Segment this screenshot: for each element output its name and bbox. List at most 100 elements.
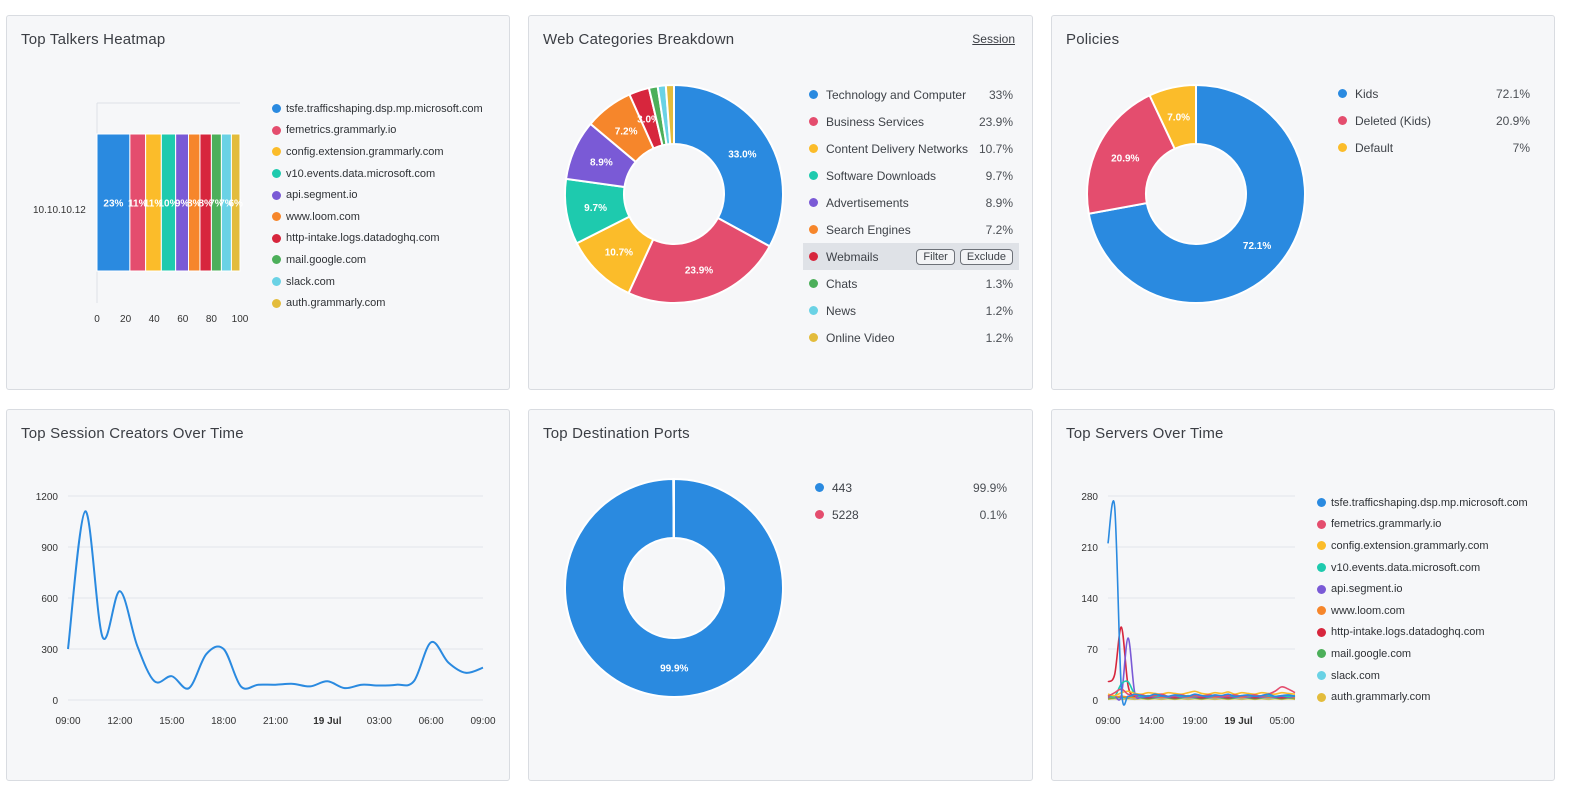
session-link[interactable]: Session	[972, 32, 1015, 46]
heatmap-category-label: 10.10.10.12	[33, 205, 86, 216]
legend-item-default[interactable]: Default 7%	[1332, 134, 1536, 161]
heatmap-segment-label: 6%	[228, 199, 243, 210]
policies-slice-label: 72.1%	[1243, 241, 1271, 252]
webcat-slice-technology-and-computer[interactable]	[673, 83, 784, 248]
server-series-config-extension-grammarly-com[interactable]	[1107, 690, 1296, 697]
legend-item-news[interactable]: News 1.2%	[803, 297, 1019, 324]
legend-item-config-extension-grammarly-com[interactable]: config.extension.grammarly.com	[1317, 535, 1549, 557]
legend-label: auth.grammarly.com	[1331, 691, 1431, 704]
legend-item-slack-com[interactable]: slack.com	[272, 271, 504, 293]
legend-item-technology-and-computer[interactable]: Technology and Computer 33%	[803, 81, 1019, 108]
legend-item-online-video[interactable]: Online Video 1.2%	[803, 324, 1019, 351]
legend-dot-icon	[1317, 649, 1326, 659]
server-series-http-intake-logs-datadoghq-com[interactable]	[1107, 626, 1296, 699]
legend-item-www-loom-com[interactable]: www.loom.com	[1317, 600, 1549, 622]
legend-dot-icon	[1317, 498, 1326, 508]
panel-title: Policies	[1066, 31, 1120, 48]
legend-dot-icon	[1317, 584, 1326, 594]
legend-dot-icon	[1338, 89, 1347, 98]
heatmap-segment-label: 11%	[144, 199, 164, 210]
x-tick-label: 40	[149, 314, 161, 325]
legend-dot-icon	[1317, 692, 1326, 702]
legend-item-software-downloads[interactable]: Software Downloads 9.7%	[803, 162, 1019, 189]
legend-percent: 99.9%	[972, 480, 1007, 495]
y-tick-label: 300	[41, 645, 58, 656]
webcat-slice-label: 10.7%	[605, 247, 633, 258]
exclude-button[interactable]: Exclude	[959, 248, 1013, 265]
top-session-creators-panel: Top Session Creators Over Time 0 300 600 90…	[6, 409, 510, 781]
y-tick-label: 140	[1081, 594, 1098, 605]
legend-item-http-intake-logs-datadoghq-com[interactable]: http-intake.logs.datadoghq.com	[272, 228, 504, 250]
legend-item-mail-google-com[interactable]: mail.google.com	[272, 249, 504, 271]
policies-slice-label: 7.0%	[1167, 112, 1190, 123]
legend-item-v10-events-data-microsoft-com[interactable]: v10.events.data.microsoft.com	[272, 163, 504, 185]
policies-slice-deleted-kids[interactable]	[1086, 94, 1177, 215]
policies-slice-kids[interactable]	[1087, 83, 1306, 304]
legend-item-slack-com[interactable]: slack.com	[1317, 665, 1549, 687]
legend-item-http-intake-logs-datadoghq-com[interactable]: http-intake.logs.datadoghq.com	[1317, 622, 1549, 644]
x-tick-label: 09:00	[470, 716, 495, 727]
legend-label: slack.com	[286, 275, 335, 288]
legend-item-auth-grammarly-com[interactable]: auth.grammarly.com	[1317, 686, 1549, 708]
legend-item-femetrics-grammarly-io[interactable]: femetrics.grammarly.io	[1317, 514, 1549, 536]
webcat-slice-label: 3.0%	[637, 115, 660, 126]
ports-slice-label: 99.9%	[660, 663, 688, 674]
legend-item-deleted-kids[interactable]: Deleted (Kids) 20.9%	[1332, 107, 1536, 134]
webcat-slice-label: 9.7%	[584, 203, 607, 214]
legend-item-kids[interactable]: Kids 72.1%	[1332, 80, 1536, 107]
legend-item-mail-google-com[interactable]: mail.google.com	[1317, 643, 1549, 665]
server-series-tsfe-trafficshaping-dsp-mp-microsoft-com[interactable]	[1107, 500, 1296, 706]
legend-item-api-segment-io[interactable]: api.segment.io	[1317, 578, 1549, 600]
legend-item-business-services[interactable]: Business Services 23.9%	[803, 108, 1019, 135]
legend-item-config-extension-grammarly-com[interactable]: config.extension.grammarly.com	[272, 141, 504, 163]
webcat-slice-online-video[interactable]	[664, 83, 675, 146]
legend-item-5228[interactable]: 5228 0.1%	[809, 501, 1013, 528]
web-categories-donut: 33.0% 23.9% 10.7% 9.7% 8.9% 7.2%3.0%	[564, 83, 784, 304]
heatmap-legend: tsfe.trafficshaping.dsp.mp.microsoft.com…	[272, 98, 504, 314]
x-tick-label: 09:00	[55, 716, 80, 727]
legend-item-webmails[interactable]: Webmails Filter Exclude	[803, 243, 1019, 270]
legend-item-advertisements[interactable]: Advertisements 8.9%	[803, 189, 1019, 216]
policies-panel: Policies 72.1% 20.9% 7.0% Kids 72.1% Deleted…	[1051, 15, 1555, 390]
legend-item-search-engines[interactable]: Search Engines 7.2%	[803, 216, 1019, 243]
session-creators-series-line[interactable]	[67, 510, 484, 690]
legend-label: femetrics.grammarly.io	[1331, 518, 1442, 531]
legend-item-auth-grammarly-com[interactable]: auth.grammarly.com	[272, 292, 504, 314]
web-categories-panel: Web Categories Breakdown Session 33.0% 23…	[528, 15, 1033, 390]
heatmap-segment-label: 7%	[209, 199, 224, 210]
legend-dot-icon	[809, 171, 818, 180]
legend-dot-icon	[272, 147, 281, 157]
legend-percent: 8.9%	[985, 195, 1013, 210]
legend-label: http-intake.logs.datadoghq.com	[286, 232, 440, 245]
filter-button[interactable]: Filter	[916, 248, 955, 265]
ports-slice-443[interactable]	[564, 477, 784, 698]
top-destination-ports-panel: Top Destination Ports 99.9% 443 99.9% 5228…	[528, 409, 1033, 781]
legend-label: Chats	[826, 276, 858, 291]
legend-item-femetrics-grammarly-io[interactable]: femetrics.grammarly.io	[272, 120, 504, 142]
legend-item-v10-events-data-microsoft-com[interactable]: v10.events.data.microsoft.com	[1317, 557, 1549, 579]
server-series-api-segment-io[interactable]	[1107, 637, 1296, 701]
heatmap-segment-auth-grammarly-com[interactable]	[230, 133, 241, 272]
heatmap-segment-label: 23%	[103, 199, 123, 210]
heatmap-segment-tsfe-trafficshaping-dsp-mp-microsoft-com[interactable]	[96, 133, 131, 272]
legend-item-www-loom-com[interactable]: www.loom.com	[272, 206, 504, 228]
legend-item-chats[interactable]: Chats 1.3%	[803, 270, 1019, 297]
x-tick-label: 60	[177, 314, 189, 325]
policies-slice-default[interactable]	[1148, 83, 1197, 151]
legend-percent: 1.2%	[985, 330, 1013, 345]
y-tick-label: 1200	[36, 492, 59, 503]
y-tick-label: 900	[41, 543, 58, 554]
ports-legend: 443 99.9% 5228 0.1%	[809, 474, 1013, 528]
legend-label: Search Engines	[826, 222, 911, 237]
legend-item-content-delivery-networks[interactable]: Content Delivery Networks 10.7%	[803, 135, 1019, 162]
legend-item-tsfe-trafficshaping-dsp-mp-microsoft-com[interactable]: tsfe.trafficshaping.dsp.mp.microsoft.com	[272, 98, 504, 120]
legend-item-443[interactable]: 443 99.9%	[809, 474, 1013, 501]
legend-label: Software Downloads	[826, 168, 937, 183]
ports-slice-5228[interactable]	[672, 477, 675, 540]
legend-item-tsfe-trafficshaping-dsp-mp-microsoft-com[interactable]: tsfe.trafficshaping.dsp.mp.microsoft.com	[1317, 492, 1549, 514]
legend-item-api-segment-io[interactable]: api.segment.io	[272, 184, 504, 206]
panel-title: Top Destination Ports	[543, 425, 690, 442]
legend-label: http-intake.logs.datadoghq.com	[1331, 626, 1485, 639]
webcat-slice-business-services[interactable]	[627, 216, 771, 304]
legend-dot-icon	[272, 190, 281, 200]
